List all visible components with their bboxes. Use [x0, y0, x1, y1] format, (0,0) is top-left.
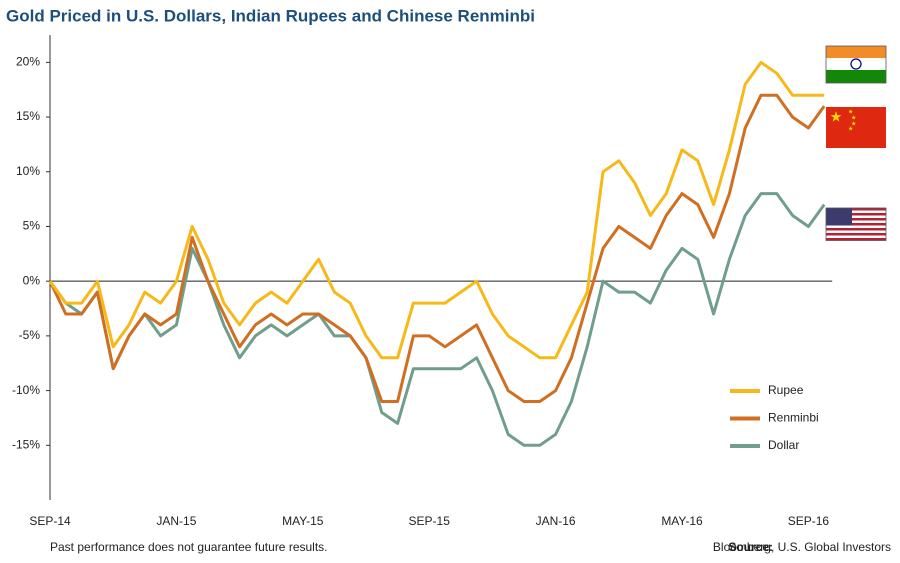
- stripe: [826, 215, 886, 218]
- x-tick-label: SEP-15: [409, 514, 451, 528]
- footnote: Past performance does not guarantee futu…: [50, 540, 328, 554]
- stripe: [826, 220, 886, 223]
- y-tick-label: -5%: [19, 328, 41, 342]
- y-tick-label: -10%: [12, 383, 40, 397]
- stripe: [826, 228, 886, 231]
- x-tick-label: MAY-15: [282, 514, 324, 528]
- svg-text:★: ★: [851, 115, 856, 122]
- series-line: [48, 60, 825, 360]
- y-tick-label: 20%: [16, 55, 40, 69]
- canton: [826, 208, 852, 226]
- x-tick-label: SEP-16: [788, 514, 830, 528]
- svg-text:★: ★: [848, 109, 853, 116]
- legend-label: Rupee: [768, 383, 804, 397]
- source: Bloomberg, U.S. Global Investors: [713, 540, 891, 554]
- usa-flag: [825, 207, 887, 241]
- y-tick-label: 0%: [23, 273, 41, 287]
- svg-text:★: ★: [851, 121, 856, 128]
- stripe: [826, 233, 886, 236]
- svg-text:★: ★: [848, 126, 853, 133]
- stripe: [826, 210, 886, 213]
- stripe: [826, 225, 886, 228]
- chart-title: Gold Priced in U.S. Dollars, Indian Rupe…: [6, 6, 535, 25]
- series-line: [48, 192, 826, 447]
- stripe: [826, 213, 886, 216]
- y-tick-label: 15%: [16, 109, 40, 123]
- svg-text:★: ★: [830, 109, 843, 125]
- x-tick-label: JAN-15: [156, 514, 196, 528]
- stripe: [826, 208, 886, 211]
- x-tick-label: SEP-14: [29, 514, 71, 528]
- y-tick-label: 10%: [16, 164, 40, 178]
- legend-label: Dollar: [768, 438, 799, 452]
- flag-border: [825, 207, 887, 241]
- y-tick-label: -15%: [12, 437, 40, 451]
- source-label: Source:: [728, 540, 773, 554]
- stripe: [826, 238, 886, 241]
- x-tick-label: JAN-16: [536, 514, 576, 528]
- legend-label: Renminbi: [768, 411, 819, 425]
- stripe: [826, 230, 886, 233]
- series-line: [48, 93, 826, 403]
- stripe: [826, 223, 886, 226]
- stripe: [826, 235, 886, 238]
- x-tick-label: MAY-16: [661, 514, 703, 528]
- stripe: [826, 218, 886, 221]
- y-tick-label: 5%: [23, 219, 41, 233]
- china-flag: ★ ★ ★ ★ ★: [826, 107, 886, 148]
- india-flag: [825, 45, 887, 84]
